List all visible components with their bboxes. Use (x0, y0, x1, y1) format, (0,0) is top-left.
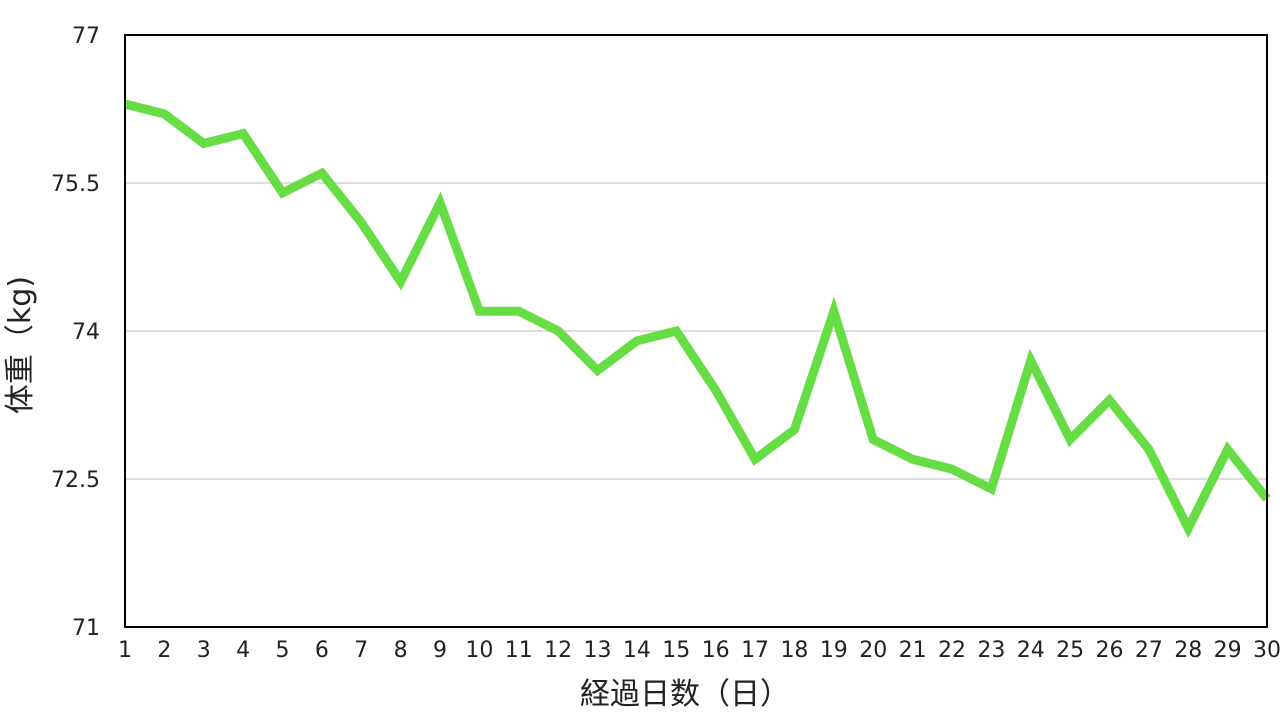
data-point (203, 143, 205, 145)
x-tick-label: 3 (197, 638, 211, 663)
x-tick-label: 15 (662, 638, 690, 663)
y-tick-label: 74 (72, 320, 100, 345)
y-tick-label: 72.5 (51, 468, 100, 493)
data-point (242, 133, 244, 135)
grid-lines (125, 182, 1267, 480)
x-tick-label: 29 (1214, 638, 1242, 663)
x-tick-label: 19 (820, 638, 848, 663)
data-point (912, 458, 914, 460)
data-point (478, 310, 480, 312)
data-point (636, 340, 638, 342)
x-tick-label: 18 (780, 638, 808, 663)
data-point (1187, 527, 1189, 529)
x-tick-labels: 1 2 3 4 5 6 7 8 9 10 11 12 13 14 15 16 17 18 19 20 21 22 23 24 2… (118, 638, 1280, 663)
x-tick-label: 1 (118, 638, 132, 663)
data-point (163, 113, 165, 115)
x-tick-label: 9 (433, 638, 447, 663)
series-layer (123, 99, 1271, 539)
data-point (400, 281, 402, 283)
y-axis-title: 体重（kg) (3, 276, 38, 414)
data-point (1069, 439, 1071, 441)
x-tick-label: 27 (1135, 638, 1163, 663)
x-tick-label: 23 (977, 638, 1005, 663)
x-tick-label: 25 (1056, 638, 1084, 663)
data-point (518, 310, 520, 312)
x-tick-label: 21 (899, 638, 927, 663)
data-point (1227, 448, 1229, 450)
plot-frame (124, 34, 1268, 628)
data-point (990, 488, 992, 490)
x-tick-label: 8 (394, 638, 408, 663)
data-point (1030, 360, 1032, 362)
data-point (321, 172, 323, 174)
x-tick-label: 4 (236, 638, 250, 663)
y-tick-labels: 71 72.5 74 75.5 77 (51, 24, 100, 641)
x-tick-label: 16 (702, 638, 730, 663)
x-tick-label: 2 (157, 638, 171, 663)
y-tick-label: 77 (72, 24, 100, 49)
data-point (951, 468, 953, 470)
x-tick-label: 7 (354, 638, 368, 663)
x-tick-label: 30 (1253, 638, 1280, 663)
data-point (597, 369, 599, 371)
y-tick-label: 75.5 (51, 172, 100, 197)
x-tick-label: 10 (465, 638, 493, 663)
axes (124, 34, 1268, 628)
data-point (872, 439, 874, 441)
data-point (675, 330, 677, 332)
x-tick-label: 22 (938, 638, 966, 663)
x-tick-label: 20 (859, 638, 887, 663)
x-tick-label: 26 (1095, 638, 1123, 663)
data-point (715, 389, 717, 391)
x-tick-label: 13 (584, 638, 612, 663)
x-tick-label: 24 (1017, 638, 1045, 663)
x-tick-label: 6 (315, 638, 329, 663)
data-point (1148, 448, 1150, 450)
data-point (282, 192, 284, 194)
series-line (123, 99, 1271, 539)
x-tick-label: 12 (544, 638, 572, 663)
data-point (793, 429, 795, 431)
data-point (833, 310, 835, 312)
x-tick-label: 28 (1174, 638, 1202, 663)
data-point (1108, 399, 1110, 401)
data-point (557, 330, 559, 332)
data-point (754, 458, 756, 460)
x-tick-label: 5 (276, 638, 290, 663)
x-tick-label: 11 (505, 638, 533, 663)
y-tick-label: 71 (72, 616, 100, 641)
x-tick-label: 14 (623, 638, 651, 663)
x-tick-label: 17 (741, 638, 769, 663)
data-point (360, 221, 362, 223)
data-point (439, 202, 441, 204)
x-axis-title: 経過日数（日） (580, 677, 790, 712)
